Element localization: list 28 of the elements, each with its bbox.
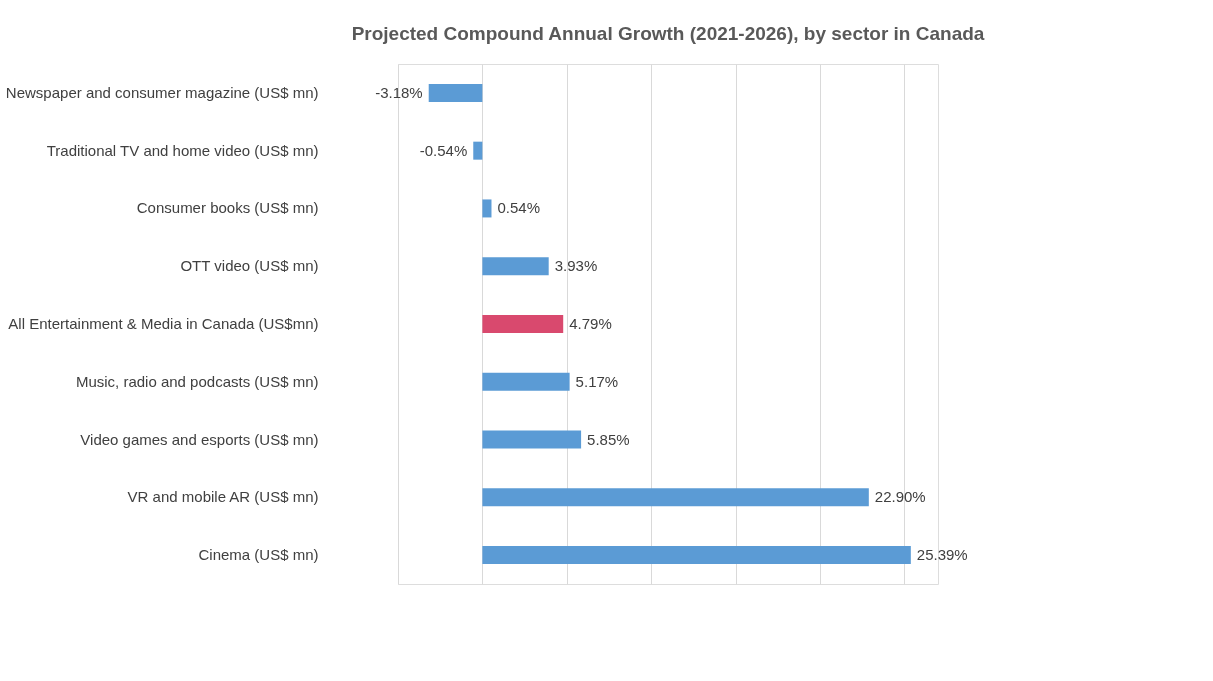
y-tick-label: Newspaper and consumer magazine (US$ mn) [5,83,319,101]
data-label: 3.93% [554,257,598,275]
bar [473,141,483,160]
bar [482,372,570,391]
data-label: -0.54% [419,141,468,159]
data-label: 4.79% [569,315,612,332]
bar [482,488,869,507]
data-label: 25.39% [916,546,968,564]
bar [428,83,483,102]
data-label: 0.54% [497,199,541,217]
bar [482,546,911,565]
bar [482,257,549,276]
y-tick-label: OTT video (US$ mn) [180,257,319,275]
data-label: 22.90% [874,488,926,506]
bar [482,199,492,218]
y-tick-label: Cinema (US$ mn) [198,546,319,564]
y-tick-label: Consumer books (US$ mn) [136,199,319,217]
bar [482,430,582,449]
y-tick-label: Video games and esports (US$ mn) [80,430,319,448]
chart-title: Projected Compound Annual Growth (2021-2026), by sector in Canada [351,23,985,44]
y-tick-label: Music, radio and podcasts (US$ mn) [75,372,319,390]
y-tick-label: Traditional TV and home video (US$ mn) [46,141,319,159]
y-tick-label: All Entertainment & Media in Canada (US$mn) [8,315,319,332]
data-label: 5.17% [575,372,619,390]
data-label: -3.18% [375,83,423,101]
y-tick-label: VR and mobile AR (US$ mn) [127,488,319,506]
data-label: 5.85% [587,430,630,448]
bar [482,315,564,333]
